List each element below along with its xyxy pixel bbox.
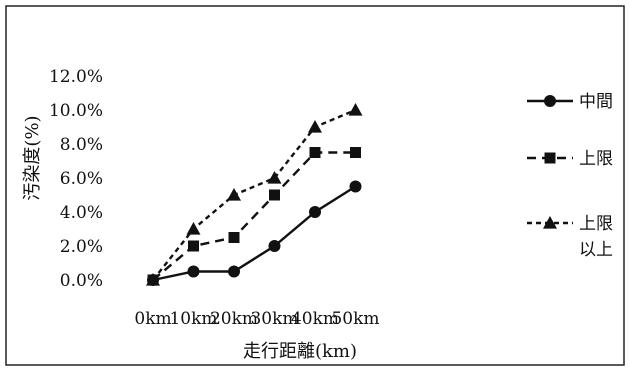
- x-tick-label: 0km: [134, 309, 171, 329]
- data-point-marker: [269, 189, 280, 201]
- data-point-marker: [187, 265, 200, 278]
- y-axis-label: 汚染度(%): [22, 115, 43, 200]
- y-tick-label: 2.0%: [60, 237, 103, 257]
- y-tick-label: 4.0%: [60, 203, 103, 223]
- legend-label: 上限以上: [579, 214, 613, 260]
- x-tick-label: 50km: [331, 309, 379, 329]
- legend-marker: [544, 152, 556, 164]
- legend-item: 上限以上: [527, 214, 613, 260]
- legend-marker: [543, 216, 557, 229]
- legend-label: 上限: [579, 149, 613, 169]
- legend-item: 中間: [527, 92, 613, 112]
- legend-item: 上限: [527, 149, 613, 169]
- series-3: [146, 103, 363, 286]
- data-point-marker: [267, 171, 282, 184]
- data-point-marker: [228, 265, 240, 278]
- data-point-marker: [186, 222, 201, 235]
- data-point-marker: [188, 240, 199, 252]
- y-tick-label: 6.0%: [60, 169, 103, 189]
- series-line: [152, 185, 357, 282]
- data-point-marker: [268, 240, 281, 252]
- x-tick-label: 40km: [291, 309, 339, 329]
- x-tick-label: 30km: [250, 309, 298, 329]
- data-point-marker: [308, 120, 322, 133]
- y-tick-label: 12.0%: [49, 67, 103, 87]
- data-point-marker: [227, 188, 241, 201]
- y-tick-label: 0.0%: [60, 271, 103, 291]
- data-point-marker: [349, 180, 362, 193]
- legend-label: 中間: [579, 92, 613, 112]
- x-axis-label: 走行距離(km): [243, 341, 357, 362]
- data-point-marker: [350, 147, 361, 158]
- x-tick-label: 10km: [169, 309, 217, 329]
- y-tick-label: 10.0%: [49, 101, 103, 121]
- data-point-marker: [309, 147, 321, 158]
- series-line: [152, 108, 356, 281]
- data-point-marker: [309, 206, 321, 218]
- x-tick-label: 20km: [210, 309, 258, 329]
- data-point-marker: [348, 103, 363, 116]
- data-point-marker: [146, 273, 160, 286]
- y-tick-label: 8.0%: [60, 135, 103, 155]
- chart-frame: [5, 5, 625, 366]
- series-line: [152, 151, 356, 281]
- legend-marker: [544, 95, 556, 107]
- data-point-marker: [228, 232, 240, 243]
